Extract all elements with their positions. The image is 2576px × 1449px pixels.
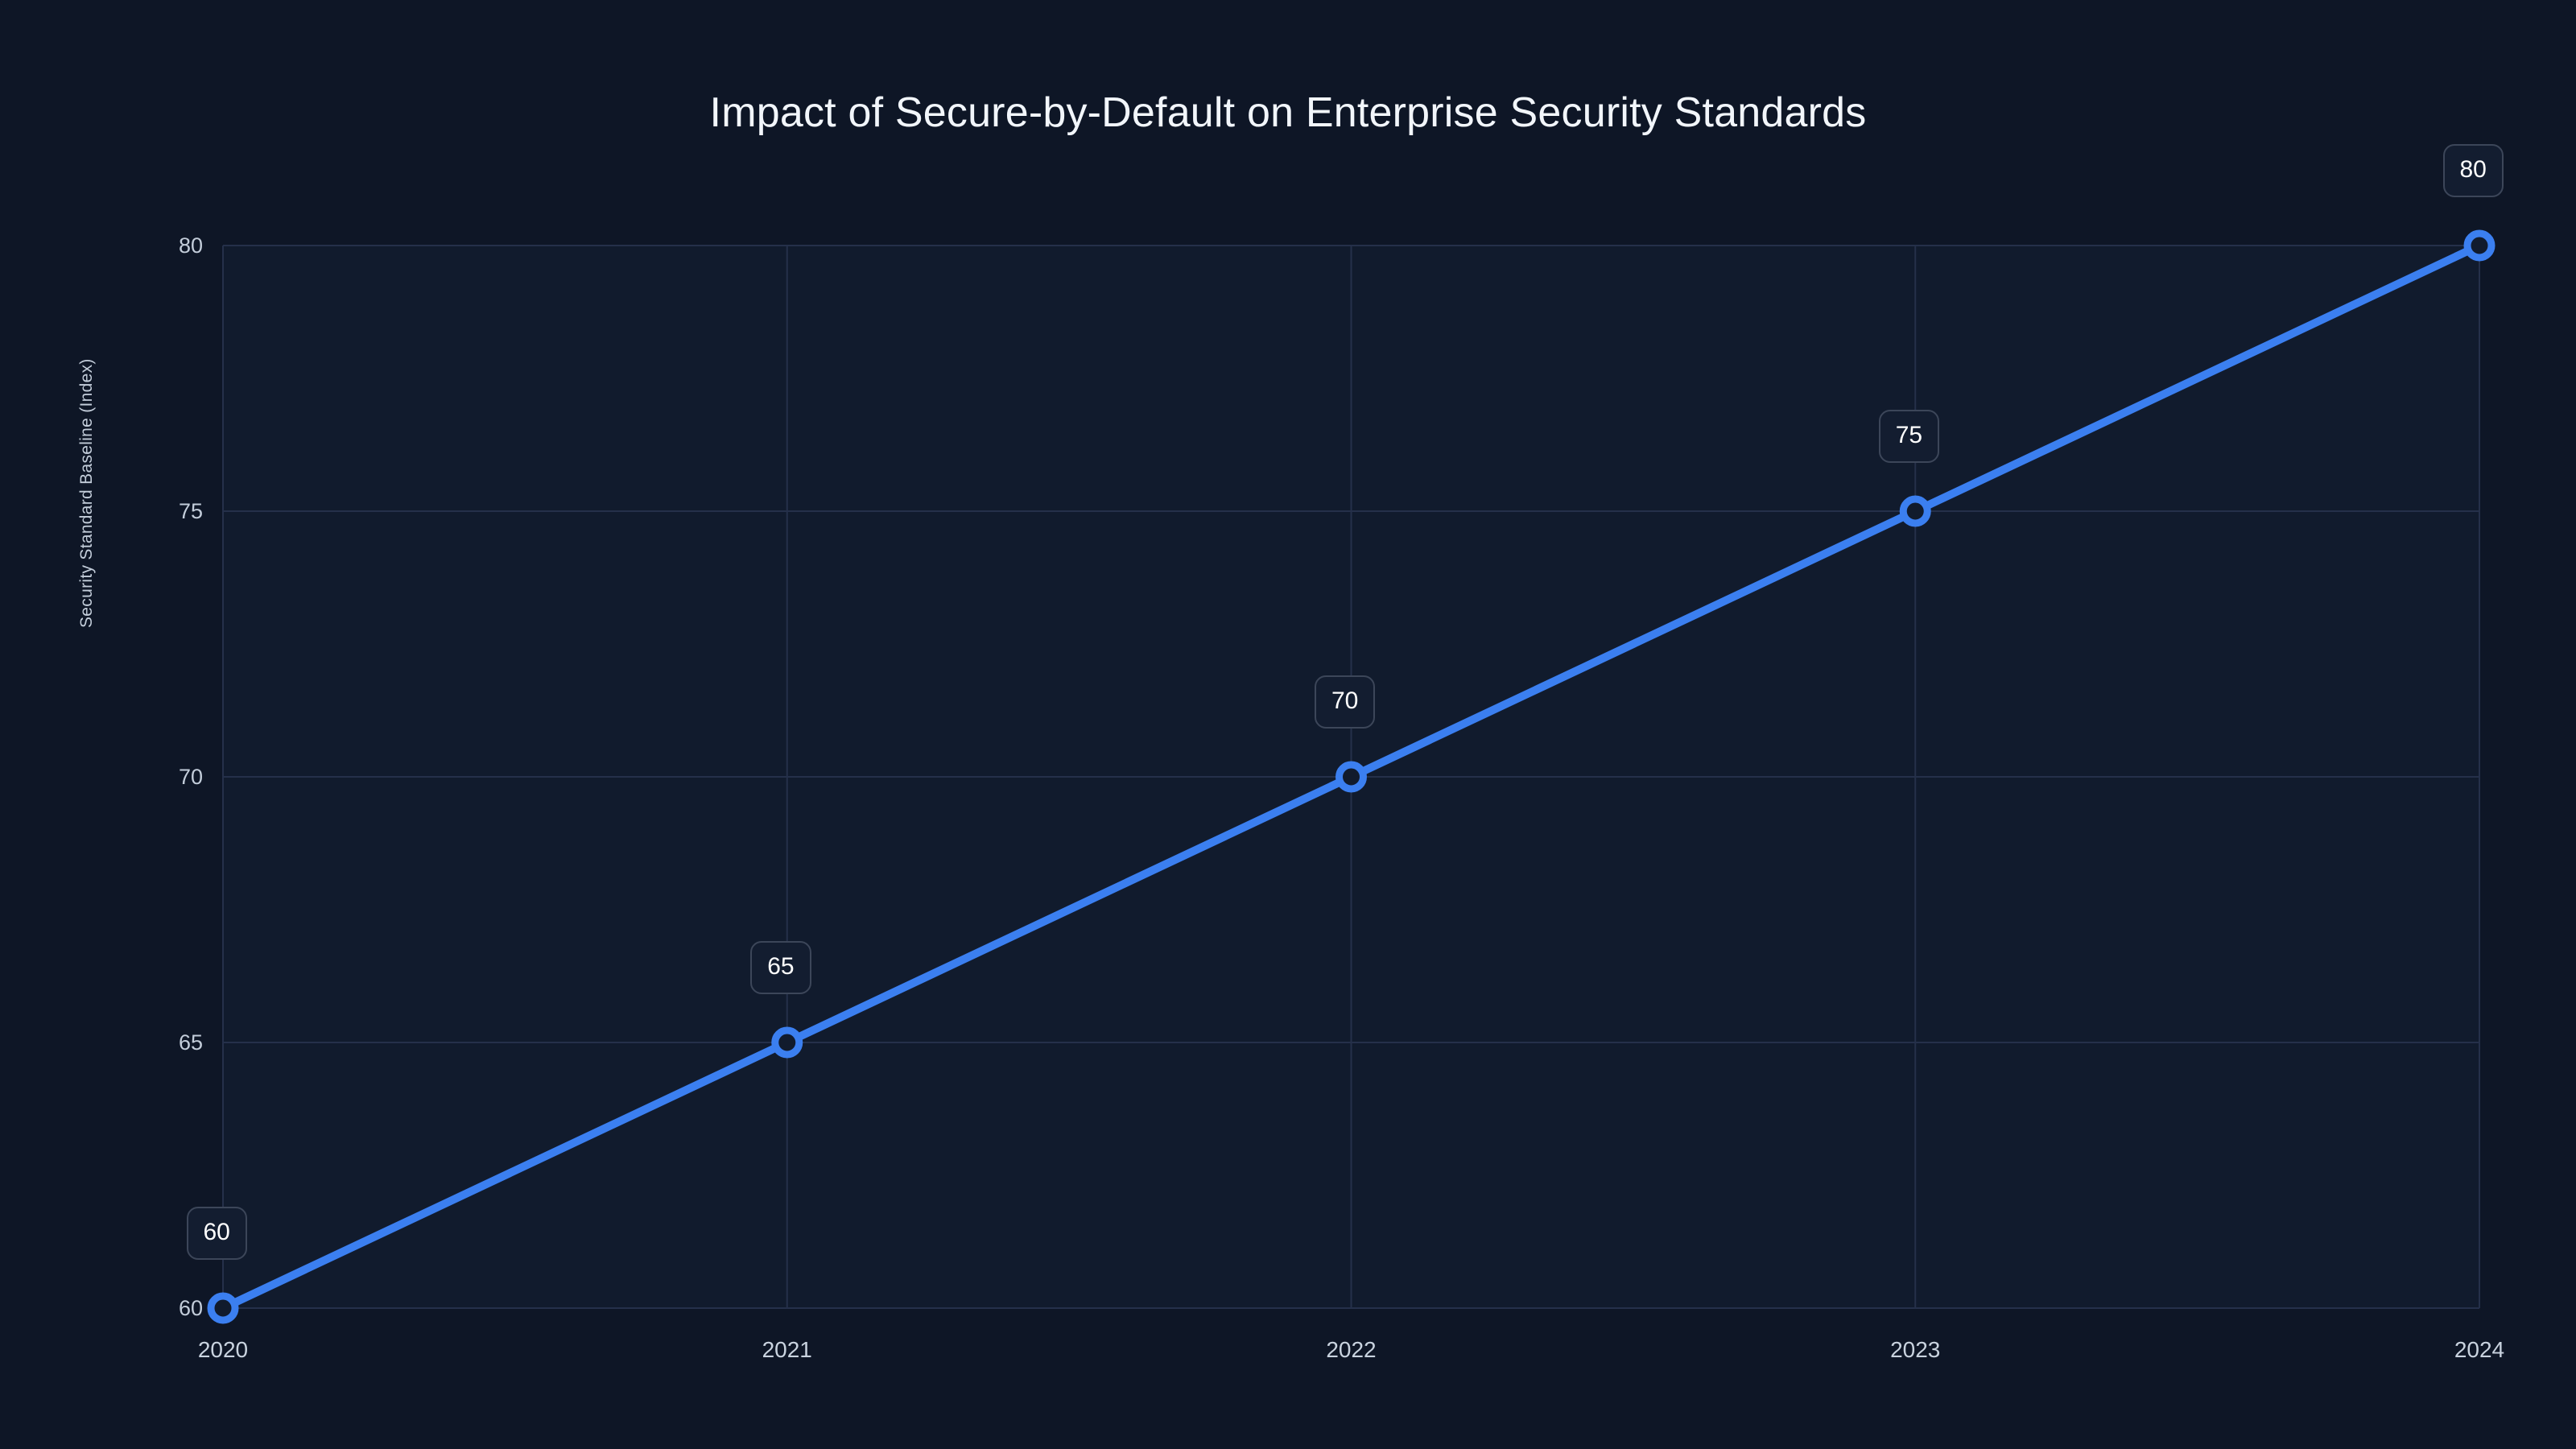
x-tick-label: 2020 <box>197 1337 249 1362</box>
x-tick-label: 2021 <box>762 1337 812 1362</box>
series-markers <box>207 229 2496 1324</box>
chart-title: Impact of Secure-by-Default on Enterpris… <box>709 89 1867 136</box>
data-point-marker[interactable] <box>771 1026 803 1059</box>
data-point-marker[interactable] <box>1899 495 1931 527</box>
x-tick-label: 2024 <box>2454 1337 2505 1362</box>
data-point-marker[interactable] <box>1335 761 1367 793</box>
y-tick-label: 80 <box>178 233 203 258</box>
data-point-label: 70 <box>1315 675 1376 729</box>
data-point-label: 60 <box>186 1207 247 1260</box>
y-tick-label: 60 <box>178 1296 203 1320</box>
data-point-marker[interactable] <box>207 1292 239 1324</box>
plot-area <box>207 229 2496 1324</box>
data-point-marker[interactable] <box>2463 229 2496 262</box>
plot-svg <box>207 229 2496 1324</box>
data-point-label: 80 <box>2442 144 2504 197</box>
x-tick-label: 2022 <box>1326 1337 1377 1362</box>
x-tick-label: 2023 <box>1890 1337 1941 1362</box>
data-point-label: 75 <box>1878 410 1940 463</box>
y-axis-label: Security Standard Baseline (Index) <box>77 358 96 628</box>
y-tick-label: 65 <box>178 1030 203 1055</box>
y-tick-label: 70 <box>178 765 203 789</box>
y-tick-label: 75 <box>178 499 203 523</box>
data-point-label: 65 <box>750 941 811 994</box>
